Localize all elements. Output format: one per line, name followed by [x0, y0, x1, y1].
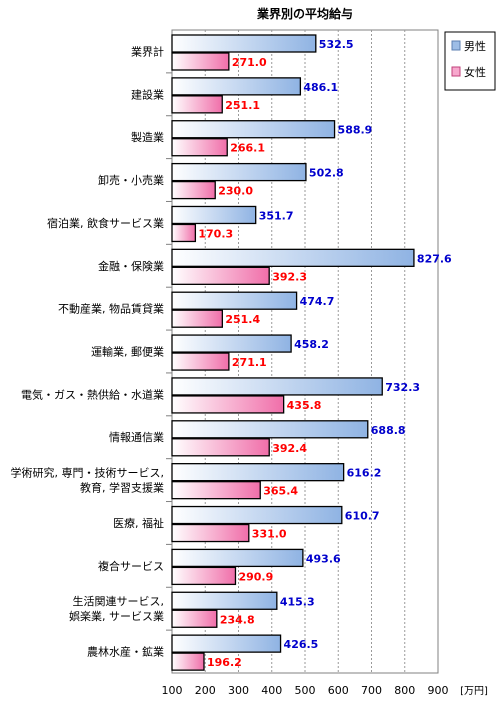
legend-swatch-male: [451, 40, 461, 51]
data-label-male: 486.1: [303, 81, 338, 94]
bar-female: [171, 395, 285, 414]
bar-female: [171, 95, 223, 114]
data-label-male: 502.8: [309, 167, 344, 180]
x-tick-label: 300: [228, 684, 249, 697]
data-label-male: 688.8: [371, 424, 406, 437]
x-tick-label: 200: [195, 684, 216, 697]
x-tick-label: 400: [261, 684, 282, 697]
data-label-female: 251.4: [225, 313, 260, 326]
category-label: 卸売・小売業: [98, 173, 164, 187]
x-axis-ticks: 100 200 300 400 500 600 700 800 900: [162, 684, 449, 697]
bar-female: [171, 481, 261, 500]
data-label-female: 331.0: [252, 528, 287, 541]
bar-female: [171, 566, 237, 586]
data-label-female: 435.8: [287, 399, 322, 412]
x-tick-label: 500: [295, 684, 316, 697]
bar-male: [171, 548, 304, 568]
bar-female: [171, 652, 205, 671]
bar-female: [171, 609, 218, 628]
data-label-female: 271.0: [232, 56, 267, 69]
category-label: 製造業: [131, 130, 164, 144]
category-label: 教育, 学習支援業: [80, 481, 164, 495]
bar-male: [171, 377, 383, 396]
x-tick-label: 900: [428, 684, 449, 697]
category-label: 農林水産・鉱業: [87, 645, 164, 659]
bar-female: [171, 309, 223, 328]
bar-female: [171, 523, 250, 543]
category-label: 不動産業, 物品賃貸業: [58, 302, 164, 316]
x-axis-unit: [万円]: [460, 686, 488, 697]
bar-male: [171, 505, 343, 525]
category-label: 業界計: [131, 44, 164, 58]
category-label: 医療, 福祉: [113, 516, 164, 530]
x-tick-label: 600: [328, 684, 349, 697]
bar-female: [171, 266, 270, 285]
category-label: 電気・ガス・熱供給・水道業: [21, 387, 164, 401]
data-label-female: 271.1: [232, 356, 267, 369]
bar-male: [171, 634, 282, 653]
category-label: 建設業: [131, 87, 164, 101]
bar-male: [171, 463, 345, 482]
data-label-male: 426.5: [284, 638, 319, 651]
category-label: 学術研究, 専門・技術サービス,: [11, 466, 165, 480]
bar-female: [171, 138, 228, 157]
data-label-male: 474.7: [300, 295, 335, 308]
bar-female: [171, 52, 230, 71]
bar-male: [171, 162, 307, 182]
category-label: 金融・保険業: [98, 259, 164, 273]
data-label-male: 610.7: [345, 510, 380, 523]
data-label-female: 266.1: [230, 142, 265, 155]
category-label: 娯楽業, サービス業: [69, 609, 164, 623]
bar-female: [171, 438, 270, 457]
bar-male: [171, 248, 415, 267]
bar-male: [171, 334, 292, 353]
x-tick-label: 100: [162, 684, 183, 697]
data-label-male: 458.2: [294, 338, 329, 351]
bar-male: [171, 291, 298, 310]
bar-female: [171, 223, 197, 243]
chart-title: 業界別の平均給与: [256, 6, 353, 21]
bar-male: [171, 120, 336, 139]
data-label-female: 234.8: [220, 613, 255, 626]
bar-male: [171, 591, 278, 610]
category-label: 生活関連サービス,: [73, 594, 165, 608]
data-label-female: 365.4: [263, 485, 298, 498]
bar-female: [171, 180, 216, 200]
legend-label-female: 女性: [464, 65, 486, 79]
x-tick-label: 700: [361, 684, 382, 697]
data-label-male: 415.3: [280, 595, 315, 608]
bar-male: [171, 34, 317, 53]
legend-label-male: 男性: [464, 39, 486, 53]
data-label-male: 351.7: [259, 209, 294, 222]
data-label-male: 827.6: [417, 252, 452, 265]
bar-male: [171, 420, 369, 439]
bars: 532.5 271.0 486.1 251.1 588.9 266.1 502.8 230.0…: [171, 34, 452, 671]
data-label-male: 493.6: [306, 552, 341, 565]
bar-male: [171, 205, 257, 225]
category-label: 複合サービス: [98, 559, 164, 573]
category-label: 運輸業, 郵便業: [91, 345, 164, 359]
data-label-female: 392.3: [272, 270, 307, 283]
bar-female: [171, 352, 230, 371]
data-label-female: 230.0: [218, 185, 253, 198]
data-label-female: 196.2: [207, 656, 242, 669]
category-label: 情報通信業: [109, 431, 164, 444]
data-label-female: 290.9: [238, 570, 273, 583]
data-label-male: 616.2: [347, 467, 382, 480]
legend-swatch-female: [451, 66, 461, 77]
data-label-female: 251.1: [225, 99, 260, 112]
x-tick-label: 800: [394, 684, 415, 697]
data-label-male: 588.9: [338, 124, 373, 137]
data-label-female: 170.3: [198, 227, 233, 240]
bar-male: [171, 77, 302, 96]
category-label: 宿泊業, 飲食サービス業: [47, 216, 164, 230]
data-label-male: 732.3: [385, 381, 420, 394]
data-label-male: 532.5: [319, 38, 354, 51]
data-label-female: 392.4: [272, 442, 307, 455]
